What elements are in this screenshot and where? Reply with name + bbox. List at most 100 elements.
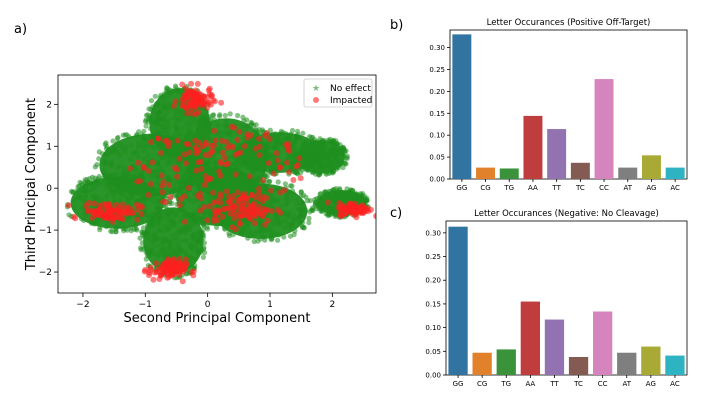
point-no-effect bbox=[235, 112, 241, 119]
point-impacted bbox=[237, 149, 244, 156]
point-no-effect bbox=[340, 164, 346, 171]
point-impacted bbox=[181, 151, 188, 158]
point-impacted bbox=[162, 199, 169, 206]
point-no-effect bbox=[172, 207, 178, 213]
point-impacted bbox=[232, 171, 239, 178]
point-no-effect bbox=[263, 184, 269, 191]
point-impacted bbox=[171, 164, 178, 171]
point-no-effect bbox=[92, 175, 98, 181]
legend: ★ No effect Impacted bbox=[303, 78, 373, 108]
legend-circle-icon bbox=[313, 97, 319, 103]
point-impacted bbox=[273, 150, 280, 157]
point-impacted bbox=[274, 157, 281, 164]
x-tick-label: 1 bbox=[267, 300, 273, 310]
bar-aa-b bbox=[523, 115, 543, 179]
point-no-effect bbox=[200, 120, 207, 126]
point-no-effect bbox=[148, 98, 155, 104]
point-no-effect bbox=[186, 133, 192, 139]
point-no-effect bbox=[260, 170, 266, 176]
bar-ac-b bbox=[665, 167, 685, 179]
point-impacted bbox=[123, 206, 130, 213]
point-impacted bbox=[256, 209, 263, 215]
point-impacted bbox=[234, 201, 241, 208]
point-no-effect bbox=[275, 179, 281, 185]
y-tick-label-c: 0.05 bbox=[425, 348, 441, 356]
point-impacted bbox=[262, 132, 269, 139]
bar-tg-b bbox=[499, 168, 519, 179]
point-impacted bbox=[181, 263, 188, 270]
point-impacted bbox=[296, 155, 303, 162]
point-impacted bbox=[247, 132, 254, 139]
point-no-effect bbox=[184, 169, 191, 175]
point-impacted bbox=[241, 143, 248, 150]
point-impacted bbox=[91, 200, 97, 207]
point-no-effect bbox=[317, 136, 323, 142]
point-impacted bbox=[234, 189, 241, 196]
point-impacted bbox=[192, 137, 199, 144]
point-impacted bbox=[141, 268, 148, 275]
point-no-effect bbox=[66, 212, 72, 218]
point-no-effect bbox=[227, 111, 233, 117]
point-impacted bbox=[256, 152, 263, 159]
y-tick-label: 2 bbox=[46, 100, 52, 110]
point-impacted bbox=[211, 127, 218, 134]
point-impacted bbox=[202, 152, 209, 158]
point-impacted bbox=[232, 226, 239, 233]
point-no-effect bbox=[169, 200, 175, 206]
point-no-effect bbox=[300, 130, 306, 136]
point-impacted bbox=[206, 203, 213, 210]
point-impacted bbox=[204, 217, 211, 224]
y-tick-label-b: 0.25 bbox=[429, 66, 445, 74]
point-impacted bbox=[85, 207, 92, 214]
point-impacted bbox=[236, 221, 243, 228]
scatter-points bbox=[64, 80, 376, 285]
point-impacted bbox=[211, 207, 218, 214]
point-no-effect bbox=[211, 112, 217, 118]
point-no-effect bbox=[235, 141, 241, 147]
point-impacted bbox=[236, 128, 243, 135]
y-tick-label-b: 0.10 bbox=[429, 132, 445, 140]
point-impacted bbox=[263, 195, 270, 201]
bar-ag-c bbox=[641, 346, 661, 375]
x-tick-label-b: TT bbox=[551, 184, 561, 192]
point-no-effect bbox=[179, 144, 185, 150]
y-tick-label-c: 0.25 bbox=[425, 253, 441, 261]
point-impacted bbox=[212, 137, 219, 144]
point-no-effect bbox=[255, 173, 261, 179]
point-no-effect bbox=[222, 112, 228, 119]
point-impacted bbox=[171, 268, 178, 275]
point-impacted bbox=[180, 268, 187, 275]
point-impacted bbox=[230, 206, 237, 213]
point-impacted bbox=[165, 143, 172, 150]
point-no-effect bbox=[140, 174, 146, 180]
point-no-effect bbox=[134, 227, 140, 233]
point-impacted bbox=[126, 165, 133, 172]
x-tick-label-c: TC bbox=[573, 380, 583, 388]
point-impacted bbox=[230, 144, 237, 151]
y-tick-label-b: 0.20 bbox=[429, 88, 445, 96]
point-no-effect bbox=[255, 238, 261, 244]
panel-label-c: c) bbox=[390, 206, 403, 221]
point-no-effect bbox=[275, 237, 281, 243]
point-impacted bbox=[340, 211, 347, 218]
x-tick-label-b: TG bbox=[503, 184, 514, 192]
point-impacted bbox=[201, 203, 208, 210]
y-tick-label: 1 bbox=[46, 142, 52, 152]
point-impacted bbox=[218, 160, 225, 167]
point-impacted bbox=[160, 264, 167, 271]
point-impacted bbox=[179, 81, 186, 88]
y-tick-label: 0 bbox=[46, 184, 52, 194]
point-no-effect bbox=[287, 233, 294, 239]
point-no-effect bbox=[96, 173, 102, 180]
point-no-effect bbox=[307, 209, 313, 215]
x-tick-label-b: TC bbox=[575, 184, 585, 192]
x-axis-label: Second Principal Component bbox=[124, 311, 311, 326]
bar-tc-c bbox=[568, 356, 589, 375]
y-tick-label-c: 0.20 bbox=[425, 277, 441, 285]
point-impacted bbox=[182, 256, 189, 263]
point-impacted bbox=[217, 172, 224, 179]
point-no-effect bbox=[165, 131, 171, 137]
point-impacted bbox=[182, 160, 189, 167]
bar-chart-positive-off-target: Letter Occurances (Positive Off-Target) 0… bbox=[429, 18, 688, 192]
point-impacted bbox=[265, 160, 272, 167]
